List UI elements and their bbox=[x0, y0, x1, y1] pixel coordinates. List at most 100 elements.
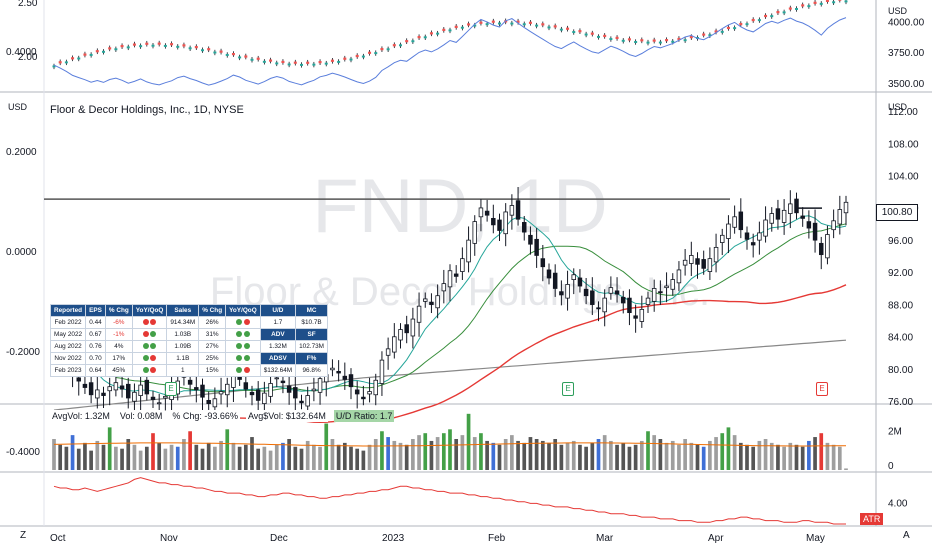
index-candle bbox=[473, 24, 477, 27]
candle-body bbox=[107, 386, 112, 392]
fund-cell: Aug 2022 bbox=[49, 340, 87, 353]
fund-cell: 17% bbox=[104, 352, 133, 365]
fundamentals-table: Reported EPS % Chg YoY/QoQ Sales % Chg Y… bbox=[49, 304, 328, 377]
fund-dot-cell bbox=[225, 316, 261, 329]
candle-body bbox=[200, 384, 205, 398]
status-dot-icon bbox=[142, 318, 149, 325]
fund-side-key-mc: MC bbox=[295, 304, 328, 317]
volume-bar bbox=[639, 440, 644, 470]
candle-body bbox=[255, 389, 261, 401]
volume-bar bbox=[553, 439, 558, 470]
volume-bar bbox=[231, 442, 236, 470]
volume-bar bbox=[769, 442, 774, 470]
volume-bar bbox=[373, 439, 378, 470]
index-candle bbox=[213, 51, 217, 54]
volume-bar bbox=[844, 468, 848, 470]
status-dot-icon bbox=[236, 318, 242, 325]
fund-cell: 4% bbox=[104, 340, 133, 353]
volume-bar bbox=[367, 444, 372, 470]
index-candle bbox=[516, 20, 520, 23]
status-dot-icon bbox=[150, 330, 157, 337]
volume-bar bbox=[522, 442, 527, 470]
candle-body bbox=[478, 207, 484, 218]
volume-bar bbox=[188, 431, 192, 470]
volume-bar bbox=[213, 446, 217, 470]
index-candle bbox=[764, 14, 768, 18]
atr-line bbox=[53, 477, 846, 525]
fund-table-row: May 2022 0.67 -1% 1.03B 31% ADV SF bbox=[49, 328, 328, 341]
index-candle bbox=[337, 60, 341, 63]
candle-body bbox=[540, 258, 546, 268]
index-candle bbox=[739, 22, 743, 26]
index-candle bbox=[733, 27, 737, 30]
candle-body bbox=[293, 387, 298, 399]
candle-body bbox=[484, 210, 490, 216]
index-candle bbox=[559, 28, 563, 31]
candle-body bbox=[633, 315, 638, 319]
candle-body bbox=[336, 370, 341, 374]
index-candle bbox=[318, 61, 322, 64]
candle-body bbox=[435, 295, 440, 309]
earnings-marker-icon[interactable]: E bbox=[562, 382, 574, 396]
candle-body bbox=[206, 399, 211, 405]
index-candle bbox=[467, 23, 471, 26]
status-dot-icon bbox=[150, 318, 157, 325]
fund-dot-cell bbox=[131, 364, 168, 377]
volume-bar bbox=[751, 446, 756, 470]
volume-bar bbox=[380, 431, 384, 470]
candle-body bbox=[113, 382, 119, 391]
index-candle bbox=[566, 27, 570, 30]
volume-bar bbox=[516, 440, 520, 470]
index-candle bbox=[714, 30, 718, 33]
price-tick-label: 96.00 bbox=[888, 236, 913, 247]
index-candle bbox=[225, 53, 229, 56]
index-candle bbox=[813, 1, 817, 4]
index-candle bbox=[819, 2, 823, 5]
index-candle bbox=[553, 25, 557, 28]
earnings-marker-icon[interactable]: E bbox=[165, 382, 177, 396]
candle-body bbox=[744, 232, 750, 240]
candle-body bbox=[410, 318, 416, 337]
status-dot-icon bbox=[142, 330, 149, 337]
candle-body bbox=[720, 234, 725, 243]
fund-side-key-adv: ADV bbox=[259, 328, 297, 341]
volume-bar bbox=[386, 437, 390, 470]
index-candle bbox=[720, 30, 724, 33]
volume-bar bbox=[819, 433, 824, 470]
volume-bar bbox=[175, 446, 180, 470]
candle-body bbox=[763, 219, 768, 237]
fund-cell: $132.64M bbox=[259, 364, 297, 377]
avg-volume-label: AvgVol: 1.32M bbox=[50, 410, 112, 422]
candle-body bbox=[138, 384, 143, 396]
volume-bar bbox=[701, 446, 706, 470]
chart-title: Floor & Decor Holdings, Inc., 1D, NYSE bbox=[50, 104, 244, 116]
volume-bar bbox=[76, 448, 81, 470]
main-right-unit: USD bbox=[888, 102, 908, 112]
candle-body bbox=[552, 272, 558, 289]
candle-body bbox=[546, 269, 552, 279]
zoom-icon[interactable]: Z bbox=[20, 530, 27, 541]
earnings-marker-icon[interactable]: E bbox=[816, 382, 828, 396]
candle-body bbox=[95, 389, 100, 399]
index-candle bbox=[89, 53, 93, 56]
candle-body bbox=[522, 222, 527, 233]
candle-body bbox=[416, 305, 422, 323]
avg-volume-line bbox=[53, 442, 846, 447]
fund-cell: 27% bbox=[198, 340, 227, 353]
candle-body bbox=[497, 219, 502, 231]
volume-bar bbox=[281, 442, 285, 470]
fund-header-eps-chg: % Chg bbox=[104, 304, 133, 317]
index-candle bbox=[522, 23, 526, 26]
fund-cell: 45% bbox=[104, 364, 133, 377]
index-tick-label: 4000.00 bbox=[888, 17, 925, 28]
volume-bar bbox=[738, 442, 743, 470]
fund-cell: 1.1B bbox=[166, 352, 200, 365]
auto-scale-icon[interactable]: A bbox=[903, 530, 910, 541]
index-candle bbox=[702, 33, 706, 36]
status-dot-icon bbox=[243, 342, 250, 349]
volume-bar bbox=[726, 427, 731, 470]
volume-bar bbox=[151, 433, 155, 470]
volume-bar bbox=[361, 450, 366, 470]
